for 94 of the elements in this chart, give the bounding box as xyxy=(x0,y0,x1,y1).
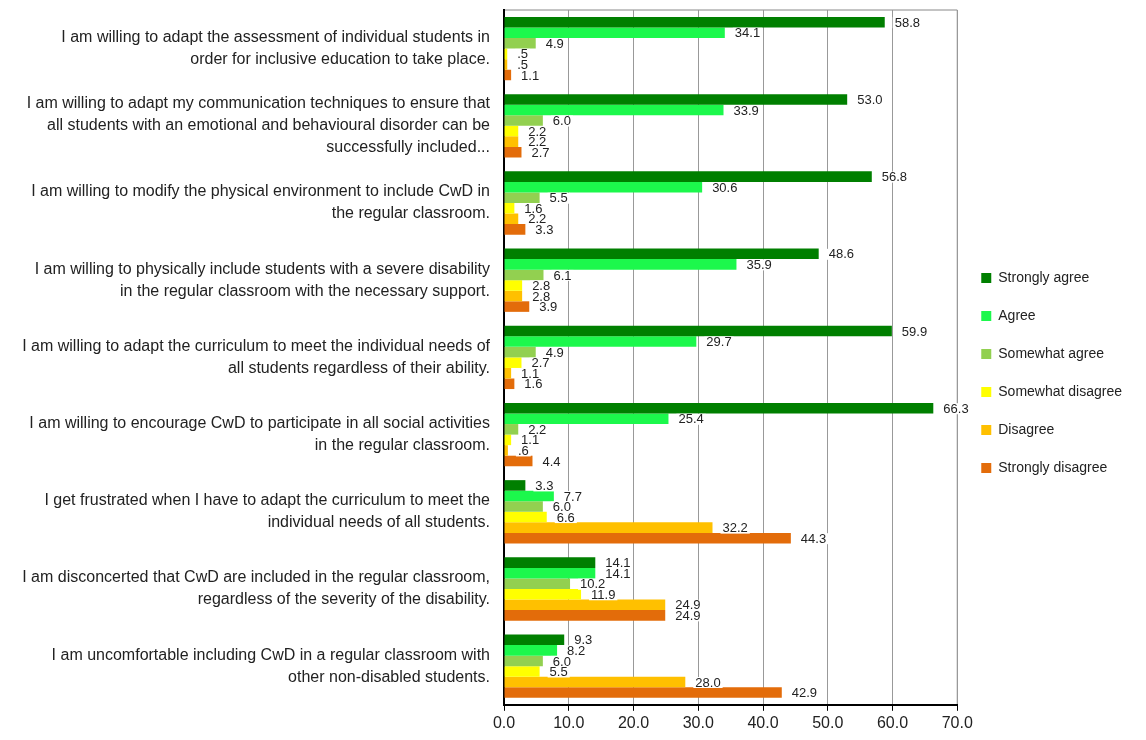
bar xyxy=(504,589,582,600)
data-label: 58.8 xyxy=(894,14,921,30)
legend-label: Agree xyxy=(998,306,1036,323)
bar xyxy=(504,666,540,677)
x-tick-label: 10.0 xyxy=(553,713,585,731)
bar xyxy=(504,325,892,337)
bar xyxy=(504,203,515,214)
data-label: 25.4 xyxy=(678,411,704,427)
bar xyxy=(504,578,571,589)
bar xyxy=(504,511,547,523)
data-label: 48.6 xyxy=(828,246,855,262)
bar xyxy=(504,346,536,358)
bar xyxy=(504,532,791,544)
y-tick-label: I get frustrated when I have to adapt the curriculum to meet the individual needs of all students. xyxy=(44,491,491,531)
data-label: .6 xyxy=(517,443,529,458)
data-label: 4.4 xyxy=(542,453,561,469)
bar xyxy=(504,301,530,312)
legend-label: Somewhat disagree xyxy=(998,382,1123,399)
data-label: 42.9 xyxy=(791,685,818,701)
data-label: 59.9 xyxy=(901,323,928,339)
bar xyxy=(504,27,725,39)
y-tick-label: I am willing to encourage CwD to participate in all social activities in the regular classroom. xyxy=(29,414,490,454)
bar xyxy=(504,367,512,379)
legend-label: Strongly agree xyxy=(998,268,1090,285)
data-label: 30.6 xyxy=(712,179,738,195)
bar xyxy=(504,181,703,193)
bar xyxy=(504,269,544,281)
legend-label: Somewhat agree xyxy=(998,344,1105,361)
bar xyxy=(504,248,819,260)
bar xyxy=(504,38,536,49)
data-label: 29.7 xyxy=(706,334,732,350)
bar xyxy=(504,402,934,414)
bar xyxy=(504,16,885,28)
bar xyxy=(504,501,543,512)
x-tick-label: 70.0 xyxy=(941,713,973,731)
bar xyxy=(504,634,565,646)
x-tick-label: 0.0 xyxy=(492,713,516,731)
data-label: 53.0 xyxy=(857,92,883,107)
bar xyxy=(504,455,533,467)
bar xyxy=(504,192,540,203)
bar xyxy=(504,213,519,225)
y-tick-label: I am willing to modify the physical environment to include CwD in the regular classroom. xyxy=(31,182,490,222)
y-tick-label: I am willing to adapt my communication techniques to ensure that all students with an emotional and behavioural disorder can be successfully included... xyxy=(26,94,491,156)
bar xyxy=(504,94,848,105)
y-tick-label: I am willing to adapt the curriculum to meet the individual needs of all students regardless of their ability. xyxy=(22,336,491,376)
bar xyxy=(504,336,697,347)
bar xyxy=(504,125,519,137)
bar xyxy=(504,445,508,456)
bar xyxy=(504,687,782,698)
x-tick-label: 40.0 xyxy=(747,713,779,731)
data-label: 66.3 xyxy=(943,400,969,416)
legend-label: Disagree xyxy=(998,420,1055,437)
bar xyxy=(504,104,724,116)
bar xyxy=(504,171,872,182)
y-tick-label: I am uncomfortable including CwD in a regular classroom with other non-disabled students. xyxy=(51,645,490,685)
bar xyxy=(504,645,558,656)
data-label: 4.9 xyxy=(545,35,564,51)
bar xyxy=(504,259,737,270)
bar xyxy=(504,567,596,579)
legend-label: Strongly disagree xyxy=(998,458,1108,475)
data-label: 28.0 xyxy=(695,674,721,690)
data-label: 6.1 xyxy=(553,267,572,283)
x-tick-label: 50.0 xyxy=(812,713,844,731)
bar xyxy=(504,224,526,235)
data-label: 6.0 xyxy=(552,113,571,129)
bar xyxy=(504,290,523,302)
bar xyxy=(504,413,669,425)
x-tick-label: 30.0 xyxy=(682,713,714,731)
bar xyxy=(504,676,686,688)
data-label: 44.3 xyxy=(800,530,827,546)
bar xyxy=(504,557,596,568)
data-label: 5.5 xyxy=(549,190,568,206)
x-tick-label: 60.0 xyxy=(876,713,909,731)
bar xyxy=(504,136,519,147)
bar xyxy=(504,357,522,368)
data-label: 33.9 xyxy=(733,102,759,118)
y-tick-label: I am disconcerted that CwD are included in the regular classroom, regardless of the severity of the disability. xyxy=(22,568,490,608)
bar xyxy=(504,424,519,435)
bar xyxy=(504,599,666,611)
data-label: 3.3 xyxy=(535,478,554,493)
bar xyxy=(504,115,543,126)
data-label: 34.1 xyxy=(734,25,761,41)
y-tick-label: I am willing to adapt the assessment of individual students in order for inclusive education to take place. xyxy=(61,28,490,68)
bar xyxy=(504,610,666,621)
y-tick-label: I am willing to physically include students with a severe disability in the regular classroom with the necessary support. xyxy=(34,259,490,299)
bar xyxy=(504,490,554,502)
bar xyxy=(504,655,543,667)
data-label: 32.2 xyxy=(722,520,748,536)
x-tick-label: 20.0 xyxy=(617,713,650,731)
data-label: 56.8 xyxy=(881,169,908,185)
bar xyxy=(504,480,526,491)
data-label: 35.9 xyxy=(746,256,772,272)
bar xyxy=(504,522,713,533)
bar xyxy=(504,280,523,291)
